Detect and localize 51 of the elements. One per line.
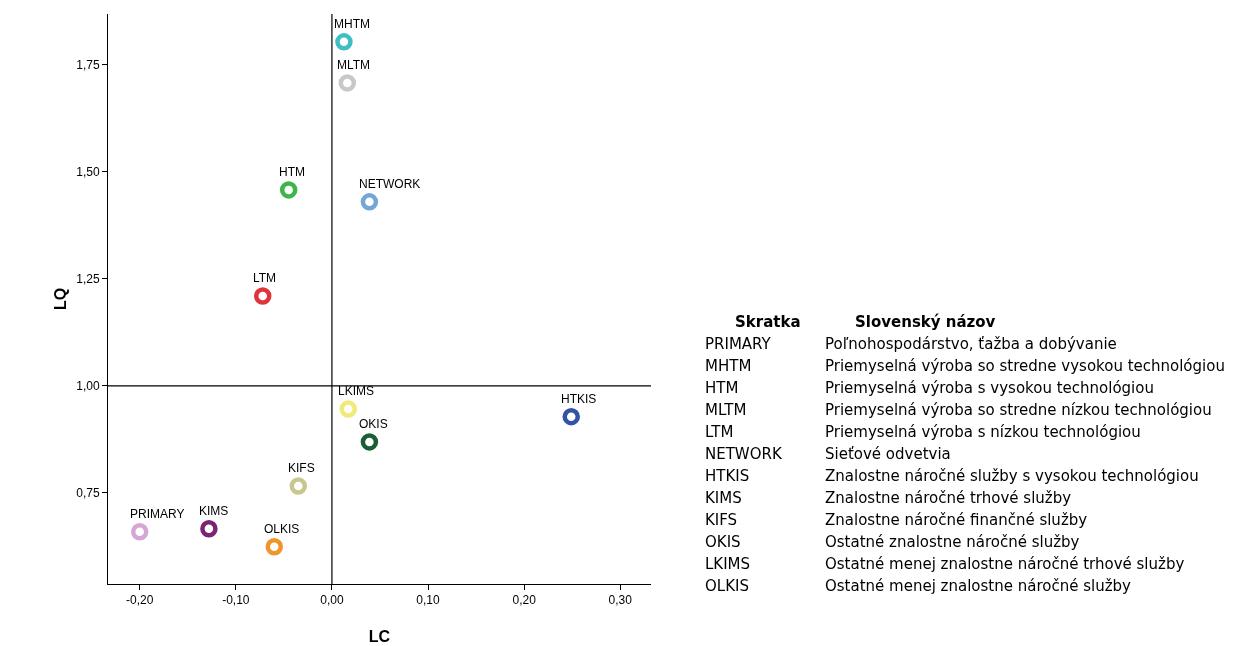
annotation: PRIMARY	[130, 507, 185, 521]
text: Slovenský názov	[854, 312, 997, 333]
text: LKIMS	[705, 554, 752, 575]
y-tick-label: 1,50	[76, 165, 100, 180]
text: OKIS	[705, 532, 742, 553]
x-axis-title: LC	[368, 628, 391, 645]
x-tick-label: 0,00	[320, 593, 344, 608]
annotation: LTM	[253, 271, 277, 285]
annotation: MLTM	[337, 58, 371, 72]
y-tick-label: 1,25	[76, 272, 100, 287]
text: PRIMARY	[705, 334, 772, 355]
text: Ostatné znalostne náročné služby	[825, 532, 1081, 553]
x-tick-label: -0,20	[126, 593, 154, 608]
text: Ostatné menej znalostne náročné trhové služby	[825, 554, 1186, 575]
text: Sieťové odvetvia	[825, 444, 952, 465]
x-tick-label: 0,30	[608, 593, 633, 608]
annotation: NETWORK	[359, 177, 421, 191]
text: OLKIS	[705, 576, 750, 597]
text: Znalostne náročné služby s vysokou technológiou	[825, 466, 1200, 487]
text: Skratka	[734, 312, 802, 333]
y-axis-title: LQ	[52, 287, 69, 311]
text: KIFS	[705, 510, 739, 531]
text: NETWORK	[705, 444, 783, 465]
y-tick-label: 0,75	[76, 486, 100, 501]
text: Priemyselná výroba s nízkou technológiou	[825, 422, 1142, 443]
text: Priemyselná výroba so stredne nízkou technológiou	[825, 400, 1213, 421]
text: Znalostne náročné trhové služby	[825, 488, 1073, 509]
text: Priemyselná výroba s vysokou technológiou	[825, 378, 1155, 399]
x-tick-label: -0,10	[222, 593, 250, 608]
text: Znalostne náročné finančné služby	[825, 510, 1089, 531]
text: MHTM	[705, 356, 753, 377]
annotation: HTKIS	[561, 392, 597, 406]
x-tick-label: 0,20	[512, 593, 537, 608]
x-tick-label: 0,10	[416, 593, 441, 608]
annotation: HTM	[279, 165, 305, 179]
text: KIMS	[705, 488, 743, 509]
y-tick-label: 1,75	[76, 58, 100, 73]
annotation: KIFS	[288, 461, 315, 475]
text: HTM	[705, 378, 740, 399]
y-tick-label: 1,00	[76, 379, 100, 394]
annotation: MHTM	[334, 17, 370, 31]
text: HTKIS	[705, 466, 751, 487]
text: Ostatné menej znalostne náročné služby	[825, 576, 1132, 597]
text: Poľnohospodárstvo, ťažba a dobývanie	[825, 334, 1118, 355]
text: LTM	[705, 422, 735, 443]
annotation: OKIS	[359, 417, 388, 431]
annotation: OLKIS	[264, 522, 300, 536]
text: Priemyselná výroba so stredne vysokou technológiou	[825, 356, 1225, 377]
text: MLTM	[705, 400, 748, 421]
annotation: KIMS	[199, 504, 229, 518]
annotation: LKIMS	[338, 384, 375, 398]
